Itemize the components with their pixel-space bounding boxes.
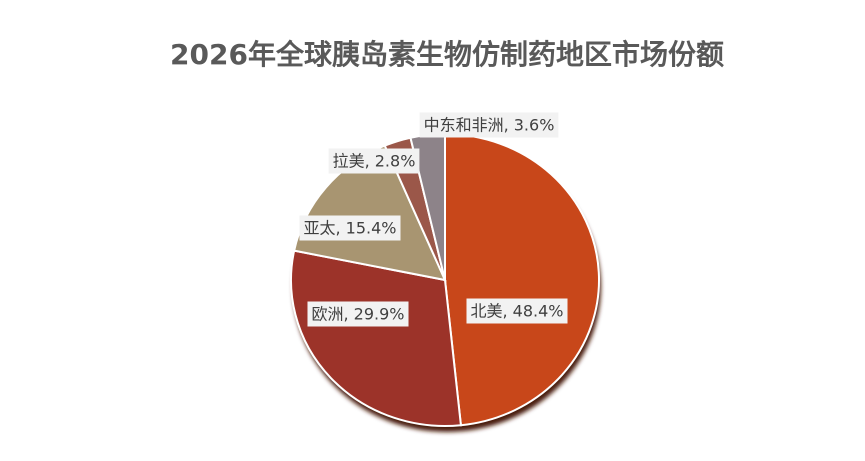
label-box [419, 112, 559, 138]
chart-title: 2026年全球胰岛素生物仿制药地区市场份额 [170, 38, 724, 71]
labels: 北美, 48.4% 欧洲, 29.9% 亚太, 15.4% 拉美, 2.8% 中东和非洲… [299, 112, 568, 327]
label-box [466, 298, 568, 324]
pie [290, 132, 600, 427]
data-label: 欧洲, 29.9% [311, 305, 404, 324]
data-label: 北美, 48.4% [470, 302, 563, 321]
label-box [328, 148, 420, 174]
data-label: 亚太, 15.4% [303, 219, 396, 238]
label-box [307, 301, 409, 327]
pie-slice [290, 249, 463, 427]
pie-slice [444, 132, 600, 427]
data-label: 中东和非洲, 3.6% [424, 116, 555, 135]
label-box [299, 215, 401, 241]
data-label: 拉美, 2.8% [333, 152, 416, 171]
